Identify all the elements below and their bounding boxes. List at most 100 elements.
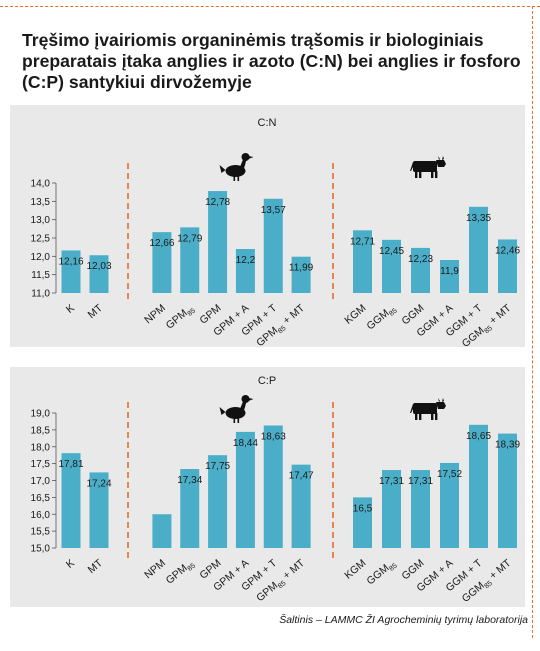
bar bbox=[180, 469, 200, 548]
duck-head bbox=[241, 395, 250, 403]
bar-value-label: 11,9 bbox=[440, 266, 459, 277]
bar bbox=[263, 198, 283, 293]
cow-icon bbox=[410, 156, 446, 178]
y-tick-label: 16,5 bbox=[31, 493, 51, 504]
bar bbox=[208, 455, 228, 548]
chart-cn-svg: C:N14,013,513,012,512,011,511,012,16K12,… bbox=[31, 117, 521, 347]
category-label: GPM85 bbox=[164, 557, 197, 588]
category-label: MT bbox=[86, 302, 106, 321]
y-tick-label: 17,0 bbox=[31, 476, 51, 487]
category-label-tail: + MT bbox=[485, 302, 514, 329]
y-tick-label: 15,0 bbox=[31, 544, 51, 555]
cow-leg bbox=[419, 171, 422, 178]
duck-icon bbox=[219, 153, 254, 181]
frame-top-border bbox=[0, 6, 540, 7]
duck-head bbox=[241, 153, 250, 161]
category-label-main: K bbox=[64, 557, 77, 571]
bar-group: 12,16 K 12,03 MT bbox=[58, 250, 112, 321]
source-note: Šaltinis – LAMMC ŽI Agrocheminių tyrimų … bbox=[279, 614, 528, 626]
bar bbox=[291, 464, 311, 548]
bar-value-label: 12,78 bbox=[205, 197, 230, 208]
category-label-main: GPM bbox=[164, 307, 190, 332]
bar-value-label: 17,31 bbox=[408, 476, 433, 487]
cow-horns bbox=[438, 398, 444, 402]
cow-head bbox=[436, 402, 446, 409]
y-tick-label: 18,0 bbox=[31, 442, 51, 453]
y-tick-label: 13,0 bbox=[31, 215, 51, 226]
bar-value-label: 12,46 bbox=[495, 245, 520, 256]
y-tick-label: 12,0 bbox=[31, 252, 51, 263]
bar bbox=[440, 260, 459, 293]
bar bbox=[89, 472, 109, 548]
bar bbox=[411, 470, 430, 548]
bar-value-label: 17,34 bbox=[177, 475, 202, 486]
bar bbox=[498, 239, 517, 293]
category-label: GGM85 bbox=[365, 557, 399, 589]
title-line-2: preparatais įtaka anglies ir azoto (C:N)… bbox=[22, 51, 521, 71]
chart-panel-cp: C:P 19,0 18,5 18,0 17,5 17,0 16,5 16,0 15,5 15,0 1… bbox=[10, 367, 525, 607]
category-label: GGM85 bbox=[365, 302, 399, 334]
category-label-tail: + MT bbox=[279, 557, 308, 584]
bar bbox=[469, 424, 488, 548]
bar-value-label: 17,75 bbox=[205, 461, 230, 472]
title-line-1: Tręšimo įvairiomis organinėmis trąšomis … bbox=[22, 30, 484, 50]
y-tick-label: 19,0 bbox=[31, 409, 51, 420]
frame-right-border bbox=[532, 6, 533, 638]
category-label: MT bbox=[86, 557, 106, 576]
category-label-main: GGM bbox=[365, 562, 392, 587]
bar-value-label: 12,45 bbox=[379, 246, 404, 257]
category-label-tail: + MT bbox=[485, 557, 514, 584]
chart-panel-cn: C:N 14,0 13,5 13,0 12,5 12,0 11,5 11,0 12,16 K 12,… bbox=[10, 105, 525, 347]
category-label-main: MT bbox=[86, 302, 106, 321]
category-label-sub: 85 bbox=[483, 325, 494, 335]
category-label-sub: 85 bbox=[483, 580, 494, 590]
bar bbox=[291, 256, 311, 293]
y-tick-label: 18,5 bbox=[31, 425, 51, 436]
bar bbox=[382, 239, 401, 293]
cow-tail bbox=[410, 404, 414, 413]
category-label-sub: 85 bbox=[277, 580, 288, 590]
y-tick-label: 11,0 bbox=[31, 289, 50, 300]
duck-leg bbox=[233, 418, 236, 423]
bar bbox=[89, 255, 109, 293]
bar bbox=[469, 206, 488, 293]
bar bbox=[235, 249, 255, 293]
category-label-main: GGM bbox=[365, 307, 392, 332]
bar bbox=[353, 497, 372, 548]
cow-leg bbox=[431, 413, 434, 420]
bar bbox=[498, 433, 517, 548]
bar-value-label: 12,16 bbox=[58, 256, 83, 267]
bar bbox=[263, 425, 283, 548]
y-tick-label: 11,5 bbox=[31, 270, 50, 281]
bar bbox=[61, 250, 81, 293]
cow-horns bbox=[438, 156, 444, 160]
bar bbox=[440, 462, 459, 548]
bar bbox=[411, 247, 430, 293]
cow-leg bbox=[431, 171, 434, 178]
duck-beak bbox=[248, 398, 254, 401]
category-label-sub: 85 bbox=[186, 307, 197, 317]
bar-value-label: 12,2 bbox=[236, 255, 256, 266]
category-label-sub: 85 bbox=[186, 562, 197, 572]
y-tick-label: 15,5 bbox=[31, 527, 51, 538]
duck-beak bbox=[248, 156, 254, 159]
bar-value-label: 17,81 bbox=[58, 459, 83, 470]
cow-tail bbox=[410, 162, 414, 171]
category-label-sub: 85 bbox=[388, 562, 399, 572]
bar-value-label: 17,47 bbox=[289, 471, 314, 482]
duck-neck bbox=[239, 158, 247, 170]
duck-icon bbox=[219, 395, 254, 423]
bar-value-label: 18,63 bbox=[261, 431, 286, 442]
cow-leg bbox=[419, 413, 422, 420]
category-label-main: K bbox=[64, 302, 77, 316]
duck-leg bbox=[233, 176, 236, 181]
category-label-main: MT bbox=[86, 557, 106, 576]
duck-tail bbox=[219, 407, 226, 415]
bar-value-label: 13,57 bbox=[261, 205, 286, 216]
bar-value-label: 12,66 bbox=[149, 238, 174, 249]
y-tick-label: 14,0 bbox=[31, 179, 51, 190]
y-tick-label: 13,5 bbox=[31, 197, 51, 208]
